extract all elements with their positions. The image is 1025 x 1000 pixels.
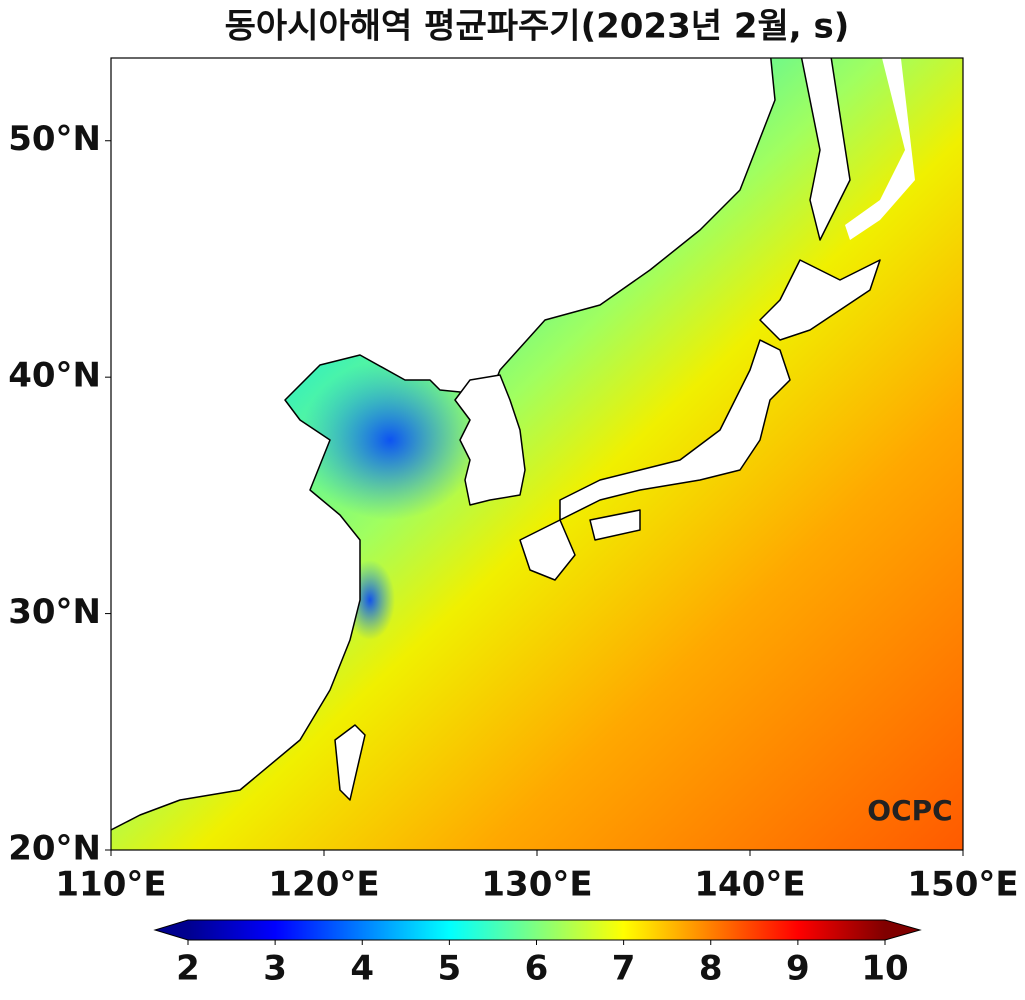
- colorbar-tick-label: 9: [786, 949, 810, 989]
- colorbar-tick-label: 6: [525, 949, 549, 989]
- y-tick-label: 50°N: [8, 119, 101, 159]
- colorbar: [188, 920, 885, 940]
- hokkaido: [759, 259, 881, 341]
- colorbar-tick-label: 7: [612, 949, 636, 989]
- kyushu: [519, 519, 576, 581]
- x-tick-label: 110°E: [55, 865, 166, 905]
- colorbar-extend-low: [155, 920, 188, 940]
- title: 동아시아해역 평균파주기(2023년 2월, s): [225, 7, 850, 47]
- korea: [454, 374, 526, 506]
- x-tick-label: 150°E: [907, 865, 1018, 905]
- colorbar-tick-label: 2: [176, 949, 200, 989]
- taiwan: [334, 724, 366, 801]
- y-tick-label: 30°N: [8, 592, 101, 632]
- colorbar-tick-label: 8: [699, 949, 723, 989]
- shikoku: [589, 509, 641, 541]
- x-tick-label: 140°E: [694, 865, 805, 905]
- colorbar-extend-high: [885, 920, 920, 940]
- colorbar-tick-label: 3: [263, 949, 287, 989]
- colorbar-tick-label: 5: [438, 949, 462, 989]
- x-tick-label: 130°E: [481, 865, 592, 905]
- x-tick-label: 120°E: [268, 865, 379, 905]
- map-field: [111, 58, 963, 850]
- colorbar-tick-label: 4: [350, 949, 374, 989]
- y-tick-label: 40°N: [8, 356, 101, 396]
- no-data-area: [845, 58, 915, 240]
- logo: OCPC: [867, 794, 952, 827]
- y-tick-label: 20°N: [8, 829, 101, 869]
- sakhalin: [800, 58, 851, 241]
- colorbar-tick-label: 10: [861, 949, 908, 989]
- low-period-area: [300, 360, 480, 520]
- honshu: [559, 339, 791, 521]
- mainland: [111, 58, 776, 832]
